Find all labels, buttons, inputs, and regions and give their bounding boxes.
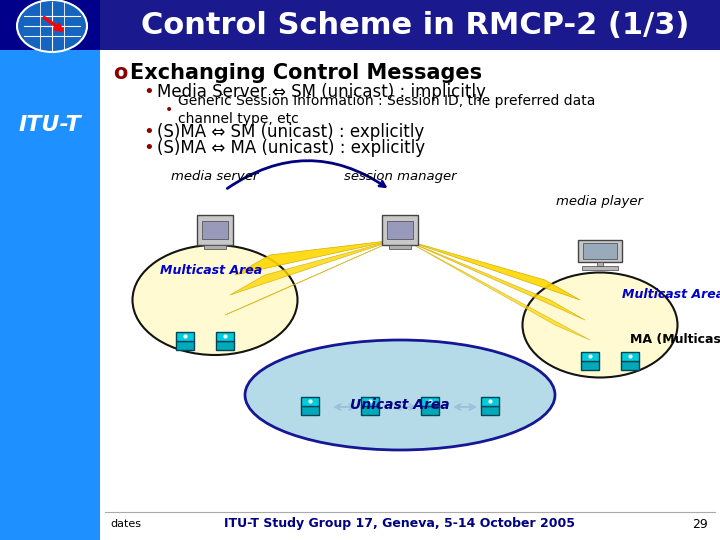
Text: Multicast Area: Multicast Area (160, 264, 262, 276)
Polygon shape (405, 240, 585, 320)
Polygon shape (583, 243, 617, 259)
Polygon shape (301, 406, 319, 415)
Polygon shape (361, 397, 379, 406)
Polygon shape (0, 0, 100, 540)
Polygon shape (216, 341, 234, 350)
Text: Exchanging Control Messages: Exchanging Control Messages (130, 63, 482, 83)
Text: session manager: session manager (343, 170, 456, 183)
Text: media server: media server (171, 170, 258, 183)
Polygon shape (621, 361, 639, 370)
Text: Control Scheme in RMCP-2 (1/3): Control Scheme in RMCP-2 (1/3) (141, 11, 689, 40)
Polygon shape (387, 221, 413, 239)
Text: o: o (113, 63, 127, 83)
Polygon shape (235, 240, 395, 275)
Text: (S)MA ⇔ SM (unicast) : explicitly: (S)MA ⇔ SM (unicast) : explicitly (157, 123, 424, 141)
Polygon shape (230, 240, 395, 295)
Text: •: • (165, 103, 174, 117)
Ellipse shape (17, 0, 87, 52)
Text: Generic Session Information : Session ID, the preferred data
channel type, etc: Generic Session Information : Session ID… (178, 94, 595, 126)
Polygon shape (390, 245, 411, 248)
Polygon shape (481, 397, 499, 406)
Polygon shape (301, 397, 319, 406)
Polygon shape (382, 215, 418, 245)
Polygon shape (405, 240, 590, 340)
Text: Multicast Area: Multicast Area (622, 288, 720, 301)
Ellipse shape (132, 245, 297, 355)
Ellipse shape (245, 340, 555, 450)
Text: dates: dates (110, 519, 141, 529)
Polygon shape (204, 245, 226, 248)
Polygon shape (582, 266, 618, 270)
Polygon shape (202, 221, 228, 239)
Polygon shape (100, 0, 720, 50)
Text: (S)MA ⇔ MA (unicast) : explicitly: (S)MA ⇔ MA (unicast) : explicitly (157, 139, 425, 157)
Polygon shape (581, 361, 599, 370)
Text: Media Server ⇔ SM (unicast) : implicitly: Media Server ⇔ SM (unicast) : implicitly (157, 83, 486, 101)
Polygon shape (481, 406, 499, 415)
Text: •: • (143, 139, 154, 157)
Text: •: • (143, 123, 154, 141)
Polygon shape (621, 352, 639, 361)
Polygon shape (578, 240, 622, 262)
Text: MA (Multicast Agent): MA (Multicast Agent) (630, 334, 720, 347)
Polygon shape (581, 352, 599, 361)
Polygon shape (421, 397, 439, 406)
Polygon shape (225, 240, 395, 315)
Polygon shape (197, 215, 233, 245)
Polygon shape (421, 406, 439, 415)
Polygon shape (405, 240, 580, 300)
Polygon shape (176, 332, 194, 341)
Polygon shape (216, 332, 234, 341)
Polygon shape (176, 341, 194, 350)
Text: ITU-T: ITU-T (19, 115, 81, 135)
Text: •: • (143, 83, 154, 101)
Text: Unicast Area: Unicast Area (350, 398, 450, 412)
Polygon shape (597, 262, 603, 266)
Text: media player: media player (557, 195, 644, 208)
Ellipse shape (523, 273, 678, 377)
Polygon shape (361, 406, 379, 415)
Text: 29: 29 (692, 517, 708, 530)
Polygon shape (0, 0, 100, 50)
Text: ITU-T Study Group 17, Geneva, 5-14 October 2005: ITU-T Study Group 17, Geneva, 5-14 Octob… (225, 517, 575, 530)
